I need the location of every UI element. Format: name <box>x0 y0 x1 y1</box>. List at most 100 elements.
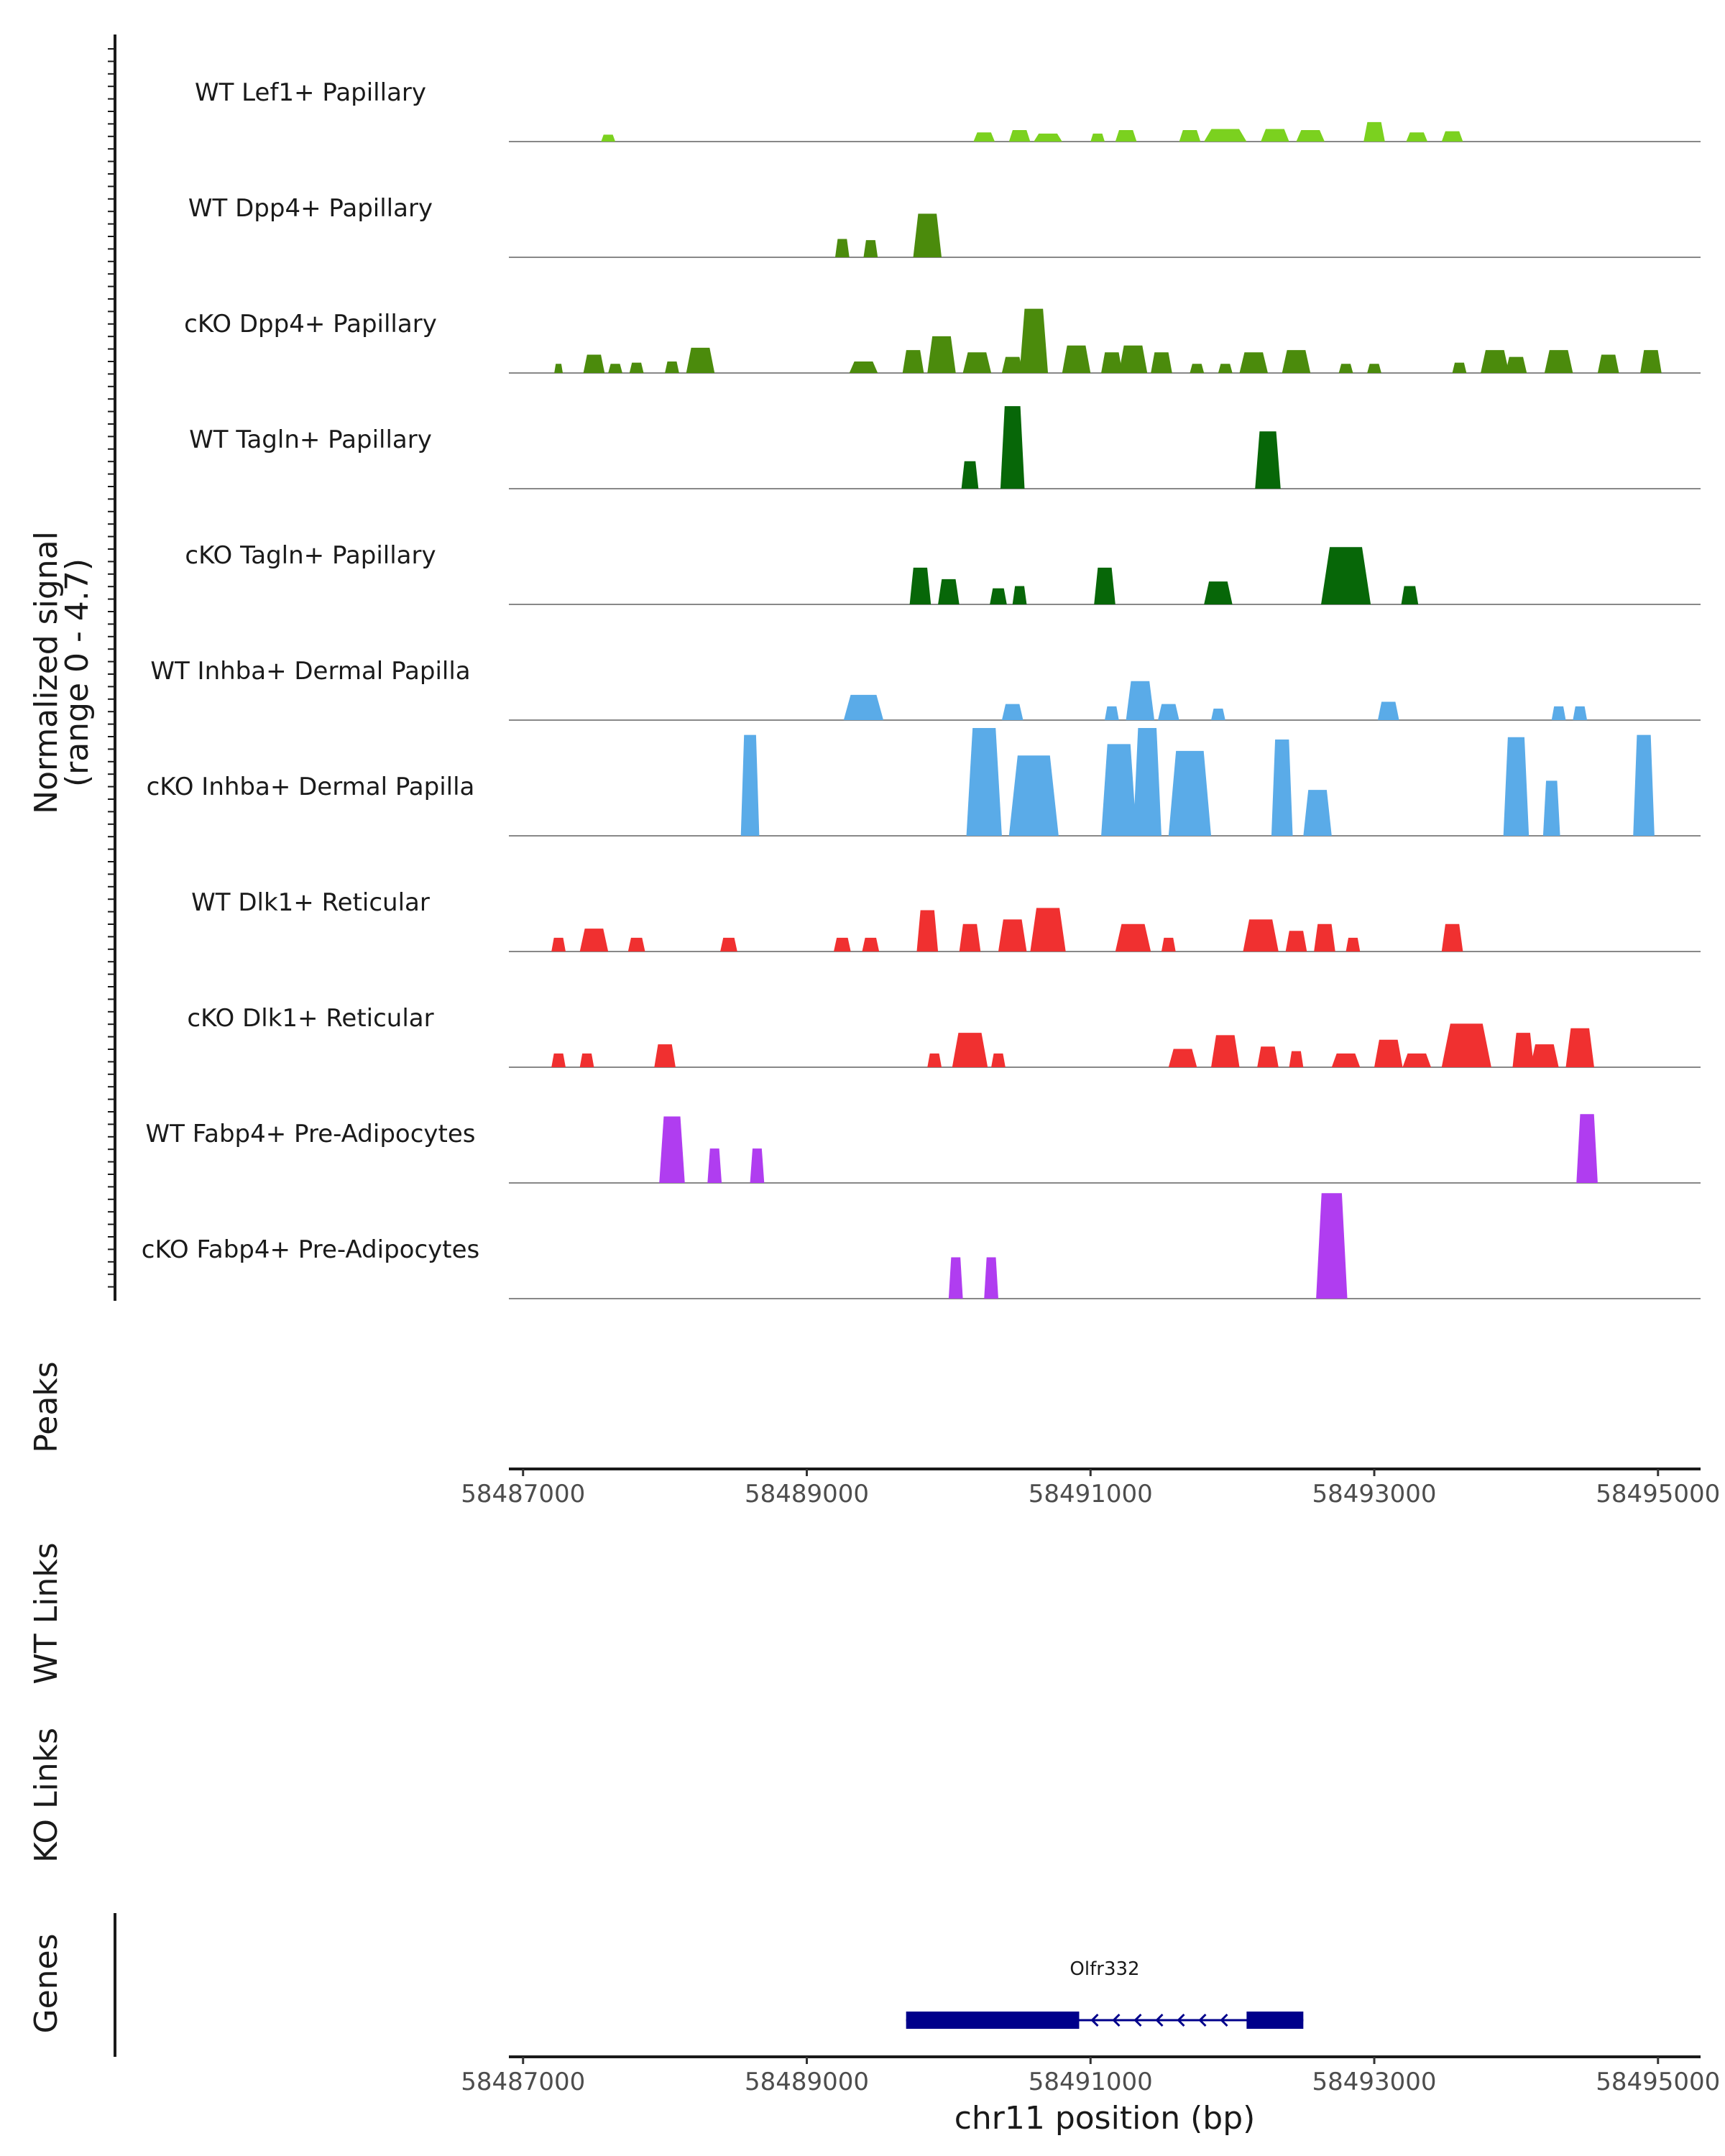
signal-peak <box>1633 734 1655 836</box>
x-tick-label: 58495000 <box>1596 1480 1720 1508</box>
signal-peak <box>984 1257 998 1299</box>
signal-peak <box>1211 1035 1240 1067</box>
signal-peak <box>551 937 566 952</box>
signal-peak <box>959 923 981 952</box>
signal-peak <box>1161 937 1176 952</box>
signal-peak <box>1151 352 1172 373</box>
genes-panel-title: Genes <box>28 1933 65 2033</box>
signal-peak <box>1126 681 1155 720</box>
signal-peak <box>1257 1046 1279 1067</box>
signal-peak <box>608 364 622 373</box>
x-tick-label: 58489000 <box>745 2068 869 2096</box>
signal-peak <box>1406 132 1428 142</box>
gene-exon <box>906 2012 1080 2029</box>
signal-peak <box>1576 1114 1598 1183</box>
signal-peak <box>1505 356 1527 373</box>
track-label: WT Tagln+ Papillary <box>189 425 432 454</box>
signal-peak <box>1296 130 1325 142</box>
signal-peak <box>1321 547 1371 604</box>
strand-arrow <box>1090 2013 1099 2027</box>
strand-arrow <box>1198 2013 1207 2027</box>
signal-peak <box>665 361 679 373</box>
signal-peak <box>551 1053 566 1067</box>
track-10: cKO Fabp4+ Pre-Adipocytes <box>142 1193 1701 1299</box>
track-4: cKO Tagln+ Papillary <box>185 541 1701 605</box>
track-label: cKO Dpp4+ Papillary <box>184 310 437 338</box>
signal-peak <box>916 910 939 952</box>
signal-peak <box>601 134 616 142</box>
x-tick-label: 58493000 <box>1312 2068 1436 2096</box>
strand-arrow <box>1112 2013 1121 2027</box>
signal-peak <box>1401 586 1419 604</box>
signal-peak <box>927 1053 942 1067</box>
signal-peak <box>990 588 1007 604</box>
y-axis-subtitle: (range 0 - 4.7) <box>59 558 96 787</box>
signal-peak <box>991 1053 1006 1067</box>
track-label: WT Inhba+ Dermal Papilla <box>150 657 470 686</box>
track-label: cKO Tagln+ Papillary <box>185 541 436 570</box>
signal-peak <box>1640 350 1662 373</box>
signal-peak <box>1338 364 1353 373</box>
track-9: WT Fabp4+ Pre-Adipocytes <box>146 1114 1701 1184</box>
track-0: WT Lef1+ Papillary <box>195 78 1701 142</box>
signal-peak <box>1115 130 1137 142</box>
signal-peak <box>1377 701 1399 720</box>
signal-peak <box>1363 121 1385 142</box>
signal-peak <box>1179 130 1201 142</box>
signal-peak <box>1512 1033 1535 1067</box>
signal-peak <box>1019 308 1049 373</box>
signal-peak <box>554 364 564 373</box>
strand-arrow <box>1177 2013 1185 2027</box>
track-label: cKO Fabp4+ Pre-Adipocytes <box>142 1235 480 1264</box>
signal-peak <box>843 694 884 720</box>
signal-peak <box>1282 350 1311 373</box>
signal-peak <box>998 919 1027 952</box>
track-5: WT Inhba+ Dermal Papilla <box>150 657 1701 721</box>
track-label: cKO Dlk1+ Reticular <box>187 1004 433 1033</box>
signal-peak <box>1565 1028 1594 1067</box>
signal-peak <box>1090 133 1105 142</box>
signal-peak <box>1316 1193 1348 1299</box>
signal-peak <box>1118 345 1148 373</box>
wt-links-panel-title: WT Links <box>28 1542 65 1684</box>
signal-peak <box>1289 1051 1304 1067</box>
signal-peak <box>1261 129 1289 142</box>
signal-peak <box>1367 364 1381 373</box>
signal-peak <box>1402 1053 1431 1067</box>
signal-peak <box>938 579 960 604</box>
gene-annotation: Olfr332 <box>906 1958 1304 2029</box>
x-axis-title: chr11 position (bp) <box>954 2100 1256 2137</box>
x-tick-label: 58495000 <box>1596 2068 1720 2096</box>
signal-peak <box>1542 780 1560 836</box>
signal-peak <box>1094 567 1116 604</box>
x-axis-top: 58487000 58489000 58491000 58493000 58495000 <box>461 1469 1720 1508</box>
ko-links-panel-title: KO Links <box>28 1728 65 1863</box>
track-label: cKO Inhba+ Dermal Papilla <box>147 773 475 801</box>
signal-peak <box>627 937 645 952</box>
signal-peak <box>1452 362 1467 373</box>
signal-peak <box>948 1257 963 1299</box>
signal-peak <box>1105 706 1119 720</box>
signal-peak <box>1314 923 1335 952</box>
signal-peak <box>579 1053 594 1067</box>
signal-peak <box>750 1148 765 1183</box>
x-tick-label: 58491000 <box>1029 2068 1153 2096</box>
signal-peak <box>1303 790 1332 836</box>
signal-peak <box>1441 1023 1491 1067</box>
signal-peak <box>834 239 850 257</box>
signal-peak <box>1285 931 1307 952</box>
track-2: cKO Dpp4+ Papillary <box>184 308 1701 374</box>
y-axis-ticks <box>108 48 115 1288</box>
track-label: WT Lef1+ Papillary <box>195 78 426 107</box>
x-axis-bottom: 58487000 58489000 58491000 58493000 58495000 <box>461 2057 1720 2096</box>
strand-arrow <box>1155 2013 1164 2027</box>
signal-peak <box>1544 350 1573 373</box>
track-label: WT Fabp4+ Pre-Adipocytes <box>146 1120 476 1148</box>
track-1: WT Dpp4+ Papillary <box>188 194 1701 258</box>
signal-peak <box>961 461 979 489</box>
signal-peak <box>913 213 942 257</box>
signal-peak <box>654 1044 676 1067</box>
signal-peak <box>1158 704 1179 720</box>
signal-peak <box>1481 350 1509 373</box>
